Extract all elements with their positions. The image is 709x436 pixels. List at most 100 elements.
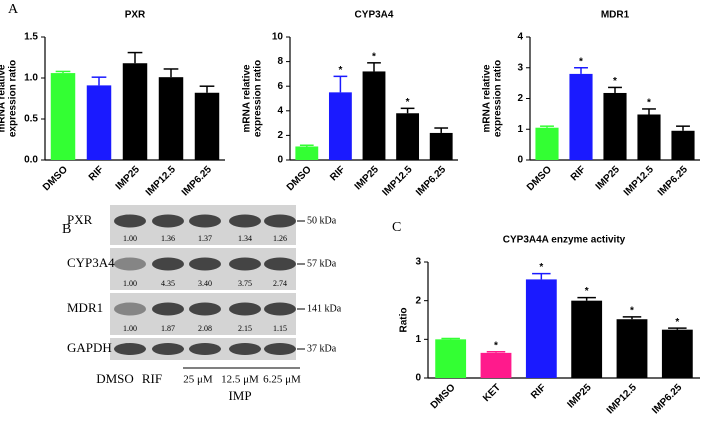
significance-mark: * (579, 56, 583, 67)
bar (50, 73, 76, 160)
blot-band (264, 257, 296, 271)
x-tick-label: IMP25 (114, 164, 143, 193)
y-tick-label: 10 (272, 32, 284, 43)
x-tick-label: IMP6.25 (180, 164, 214, 198)
bar (194, 92, 220, 160)
significance-mark: * (372, 51, 376, 62)
bar-chart: CYP3A4 0 2 4 6 8 10 mRNA relative expression rat… (242, 10, 458, 198)
significance-mark: * (406, 97, 410, 108)
blot-band (152, 257, 184, 271)
size-label: 57 kDa (307, 258, 337, 269)
bar (328, 92, 352, 160)
bar (616, 319, 648, 378)
bar (671, 130, 695, 160)
significance-mark: * (675, 317, 679, 328)
x-tick-label: IMP12.5 (144, 164, 178, 198)
bar (569, 73, 593, 160)
bar (362, 71, 386, 160)
significance-mark: * (630, 306, 634, 317)
x-tick-label: IMP25 (565, 382, 594, 411)
band-ratio: 1.34 (238, 234, 252, 243)
x-tick-label: IMP12.5 (380, 164, 414, 198)
protein-label: MDR1 (67, 300, 103, 315)
bar (122, 63, 148, 160)
bar (603, 92, 627, 160)
x-tick-label: IMP6.25 (656, 164, 690, 198)
lane-label: 25 μM (183, 374, 213, 386)
blot-band (229, 343, 261, 355)
chart-title: PXR (125, 10, 146, 21)
x-tick-label: KET (481, 382, 503, 404)
y-tick-label: 1 (517, 124, 523, 135)
y-axis-label: mRNA relative (482, 64, 493, 132)
chart-title: MDR1 (601, 10, 630, 21)
band-ratio: 1.00 (123, 234, 137, 243)
blot-band (229, 214, 261, 228)
y-tick-label: 3 (415, 257, 421, 268)
y-tick-label: 3 (517, 62, 523, 73)
band-ratio: 2.15 (238, 324, 252, 333)
y-tick-label: 2 (415, 295, 421, 306)
significance-mark: * (539, 262, 543, 273)
band-ratio: 2.74 (273, 279, 287, 288)
x-tick-label: IMP6.25 (414, 164, 448, 198)
blot-band (189, 257, 221, 271)
panel-label: A (8, 2, 19, 17)
y-tick-label: 8 (277, 56, 283, 67)
blot-band (264, 343, 296, 355)
x-tick-label: DMSO (41, 164, 70, 193)
x-tick-label: IMP6.25 (650, 382, 684, 416)
x-tick-label: RIF (328, 164, 347, 183)
y-tick-label: 2 (517, 93, 523, 104)
y-tick-label: 1.0 (24, 73, 38, 84)
blot-band (229, 257, 261, 271)
bar-chart: MDR1 0 1 2 3 4 mRNA relative expression ratio DM… (482, 10, 700, 198)
significance-mark: * (613, 76, 617, 87)
x-tick-label: IMP12.5 (605, 382, 639, 416)
bar-chart: PXR 0.0 0.5 1.0 1.5 mRNA relative expression r… (0, 10, 225, 198)
y-axis-label: Ratio (399, 308, 410, 333)
bar (429, 132, 453, 160)
blot-band (152, 302, 184, 316)
x-tick-label: DMSO (429, 382, 458, 411)
band-ratio: 1.00 (123, 324, 137, 333)
blot-band (152, 214, 184, 228)
y-tick-label: 0 (277, 155, 283, 166)
band-ratio: 3.75 (238, 279, 252, 288)
x-tick-label: DMSO (285, 164, 314, 193)
protein-label: CYP3A4 (67, 255, 115, 270)
band-ratio: 3.40 (198, 279, 212, 288)
band-ratio: 1.87 (161, 324, 175, 333)
lane-label: 6.25 μM (263, 374, 301, 386)
blot-band (189, 343, 221, 355)
y-tick-label: 0 (517, 155, 523, 166)
significance-mark: * (647, 98, 651, 109)
band-ratio: 4.35 (161, 279, 175, 288)
y-tick-label: 0.0 (24, 155, 38, 166)
significance-mark: * (494, 340, 498, 351)
chart-title: CYP3A4A enzyme activity (503, 235, 626, 246)
bar (661, 329, 693, 378)
bar (86, 85, 112, 160)
protein-label: PXR (67, 212, 93, 227)
y-axis-label: mRNA relative (0, 64, 8, 132)
lane-label: RIF (142, 371, 162, 386)
y-axis-label: mRNA relative (242, 64, 253, 132)
blot-band (229, 302, 261, 316)
bar (435, 339, 467, 378)
band-ratio: 2.08 (198, 324, 212, 333)
blot-band (152, 343, 184, 355)
band-ratio: 1.36 (161, 234, 175, 243)
band-ratio: 1.15 (273, 324, 287, 333)
panel-label: B (62, 222, 71, 237)
x-tick-label: RIF (569, 164, 588, 183)
bar (158, 77, 184, 160)
band-ratio: 1.37 (198, 234, 212, 243)
bar (535, 127, 559, 160)
y-tick-label: 0.5 (24, 114, 38, 125)
y-tick-label: 6 (277, 81, 283, 92)
panel-label: C (392, 220, 401, 235)
blot-band (114, 302, 146, 316)
blot-band (114, 214, 146, 228)
